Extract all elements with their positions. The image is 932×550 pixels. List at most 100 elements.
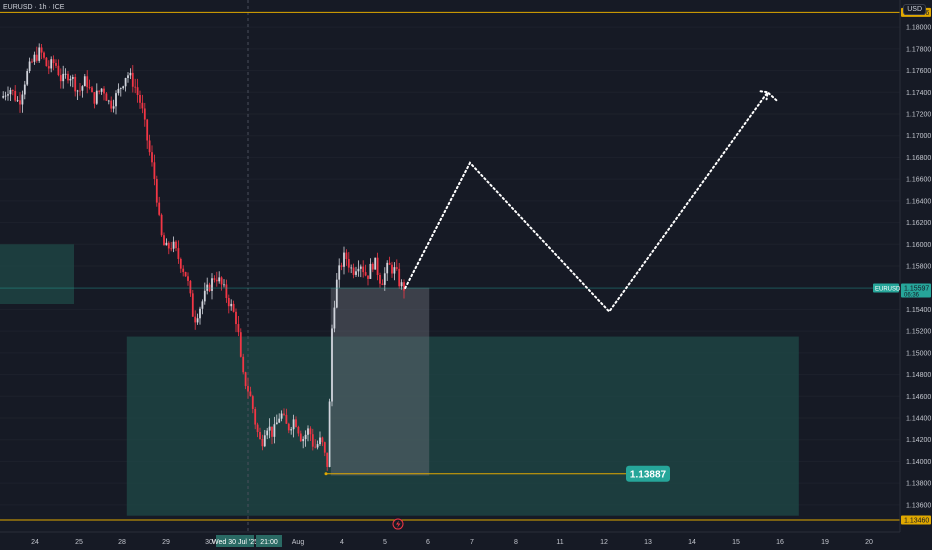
candle-body [172,241,175,249]
candle-body [383,273,386,285]
candle-body [307,428,309,435]
projection-path[interactable] [404,90,779,314]
candle-body [283,413,285,415]
time-axis-background[interactable] [0,532,932,550]
candle-body [196,318,199,323]
price-tick-label: 1.14000 [906,459,931,466]
price-axis-background[interactable] [900,0,932,550]
candle-body [218,277,221,282]
price-tag-box[interactable] [626,465,670,482]
time-tick-label: 25 [75,539,83,546]
candle-body [206,284,209,291]
candle-body [343,252,345,267]
time-tick-label: 28 [118,539,126,546]
candle-body [88,87,91,88]
time-tick-label: 16 [776,539,784,546]
candle-body [393,267,396,274]
supply-demand-zone[interactable] [126,336,799,516]
current-symbol-text: EURUSD [875,287,901,293]
overlays-layer: 1.13887 [0,11,900,530]
candle-body [388,262,391,265]
candle-body [189,280,192,294]
current-price-badge-text: 1.15597 [904,286,929,293]
currency-button[interactable]: USD [903,4,926,15]
candle-body [100,88,103,92]
price-tick-label: 1.17600 [906,68,931,75]
candle-body [278,418,281,423]
candle-body [386,262,389,274]
candle-body [400,282,403,287]
candle-body [247,386,249,392]
candle-body [136,87,139,95]
candle-body [302,439,305,442]
crosshair-time: 21:00 [260,539,278,546]
price-tick-label: 1.15400 [906,307,931,314]
candle-body [153,162,156,179]
candle-body [235,311,237,325]
candle-body [275,422,278,425]
candle-body [357,268,360,272]
candle-body [134,86,137,88]
candle-body [379,274,381,284]
candles-layer [2,43,405,471]
symbol-title[interactable]: EURUSD · 1h · ICE [3,4,65,11]
candle-body [83,76,86,87]
price-tick-label: 1.15200 [906,329,931,336]
price-tick-label: 1.16200 [906,220,931,227]
candle-body [179,258,182,269]
candle-body [117,88,120,94]
candle-body [326,452,329,467]
candle-body [345,252,348,259]
candle-body [7,94,9,96]
time-tick-label: 20 [865,539,873,546]
candle-body [105,93,108,101]
candle-body [335,279,338,308]
range-box[interactable] [330,287,430,476]
candle-body [340,265,343,267]
candle-body [67,73,69,81]
candle-body [249,391,252,397]
candle-body [127,75,129,79]
supply-demand-zone[interactable] [0,244,74,304]
candle-body [309,428,312,435]
candle-body [146,119,149,141]
candle-body [21,94,24,105]
candle-body [333,307,336,329]
candle-body [230,303,233,307]
candle-body [158,202,161,215]
candle-body [79,90,81,92]
candle-body [364,272,367,276]
candle-body [50,59,53,69]
candle-body [285,414,288,424]
candle-body [177,248,180,259]
candle-body [311,434,314,447]
candle-body [227,297,230,307]
candle-body [119,88,122,89]
candle-body [143,108,146,120]
time-axis: 24 25 28 29 30 Aug 4 5 6 7 8 11 12 13 14 15 16 19 20 [31,539,873,546]
candle-body [232,303,235,312]
price-tick-label: 1.15800 [906,264,931,271]
candle-body [287,423,290,431]
candle-body [45,57,48,67]
projection-arrowhead [759,90,769,101]
time-tick-label: 5 [383,539,387,546]
candle-body [69,78,72,81]
candle-body [175,241,177,249]
candle-body [107,100,110,102]
candle-body [261,438,264,447]
price-tick-label: 1.16400 [906,198,931,205]
candle-body [199,308,201,319]
candle-body [273,424,276,437]
candle-body [213,278,216,280]
candle-body [182,268,185,272]
candle-body [391,264,393,274]
candle-body [271,426,273,437]
candle-body [57,65,60,76]
price-tick-label: 1.15000 [906,350,931,357]
candle-body [316,444,319,448]
crosshair-date: Wed 30 Jul '25 [212,539,258,546]
candle-body [194,316,197,323]
candle-body [355,271,357,275]
